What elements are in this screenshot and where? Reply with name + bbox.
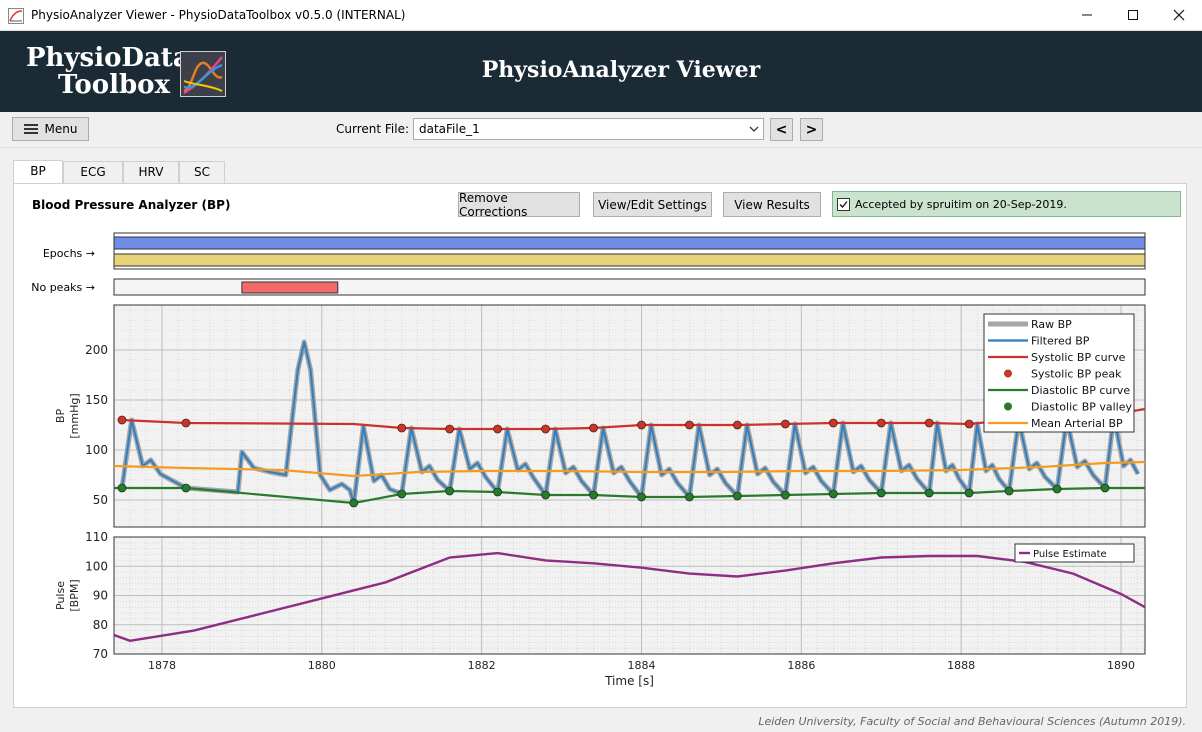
view-results-button[interactable]: View Results <box>723 192 821 217</box>
app-header: PhysioData Toolbox PhysioAnalyzer Viewer <box>0 31 1202 112</box>
panel-title: Blood Pressure Analyzer (BP) <box>32 198 231 212</box>
accepted-text: Accepted by spruitim on 20-Sep-2019. <box>855 197 1067 211</box>
window-titlebar: PhysioAnalyzer Viewer - PhysioDataToolbo… <box>0 0 1202 31</box>
remove-corrections-button[interactable]: Remove Corrections <box>458 191 580 219</box>
logo-line1: PhysioData <box>26 43 190 73</box>
current-file-label: Current File: <box>336 122 410 136</box>
footer-credit: Leiden University, Faculty of Social and… <box>758 715 1186 728</box>
view-edit-settings-button[interactable]: View/Edit Settings <box>593 192 712 217</box>
previous-file-button[interactable]: < <box>770 118 793 141</box>
checkmark-icon <box>839 200 848 208</box>
menu-label: Menu <box>44 122 78 136</box>
tab-bp[interactable]: BP <box>13 160 63 183</box>
next-file-button[interactable]: > <box>800 118 823 141</box>
current-file-dropdown[interactable]: dataFile_1 <box>413 118 764 140</box>
tab-sc[interactable]: SC <box>179 161 225 183</box>
tab-hrv[interactable]: HRV <box>123 161 179 183</box>
window-title: PhysioAnalyzer Viewer - PhysioDataToolbo… <box>31 8 406 22</box>
tab-ecg[interactable]: ECG <box>63 161 123 183</box>
maximize-icon[interactable] <box>1110 0 1156 30</box>
close-icon[interactable] <box>1156 0 1202 30</box>
chevron-down-icon <box>745 119 763 139</box>
logo-text: PhysioData Toolbox <box>26 43 190 100</box>
accepted-status[interactable]: Accepted by spruitim on 20-Sep-2019. <box>832 191 1181 217</box>
minimize-icon[interactable] <box>1064 0 1110 30</box>
app-icon <box>8 8 24 24</box>
logo-chart-icon <box>180 51 226 97</box>
current-file-value: dataFile_1 <box>419 122 480 136</box>
header-title: PhysioAnalyzer Viewer <box>481 57 761 83</box>
menu-button[interactable]: Menu <box>12 117 89 141</box>
bp-panel <box>13 183 1187 708</box>
accepted-checkbox[interactable] <box>837 197 850 211</box>
hamburger-icon <box>23 124 38 134</box>
logo-line2: Toolbox <box>58 70 170 100</box>
